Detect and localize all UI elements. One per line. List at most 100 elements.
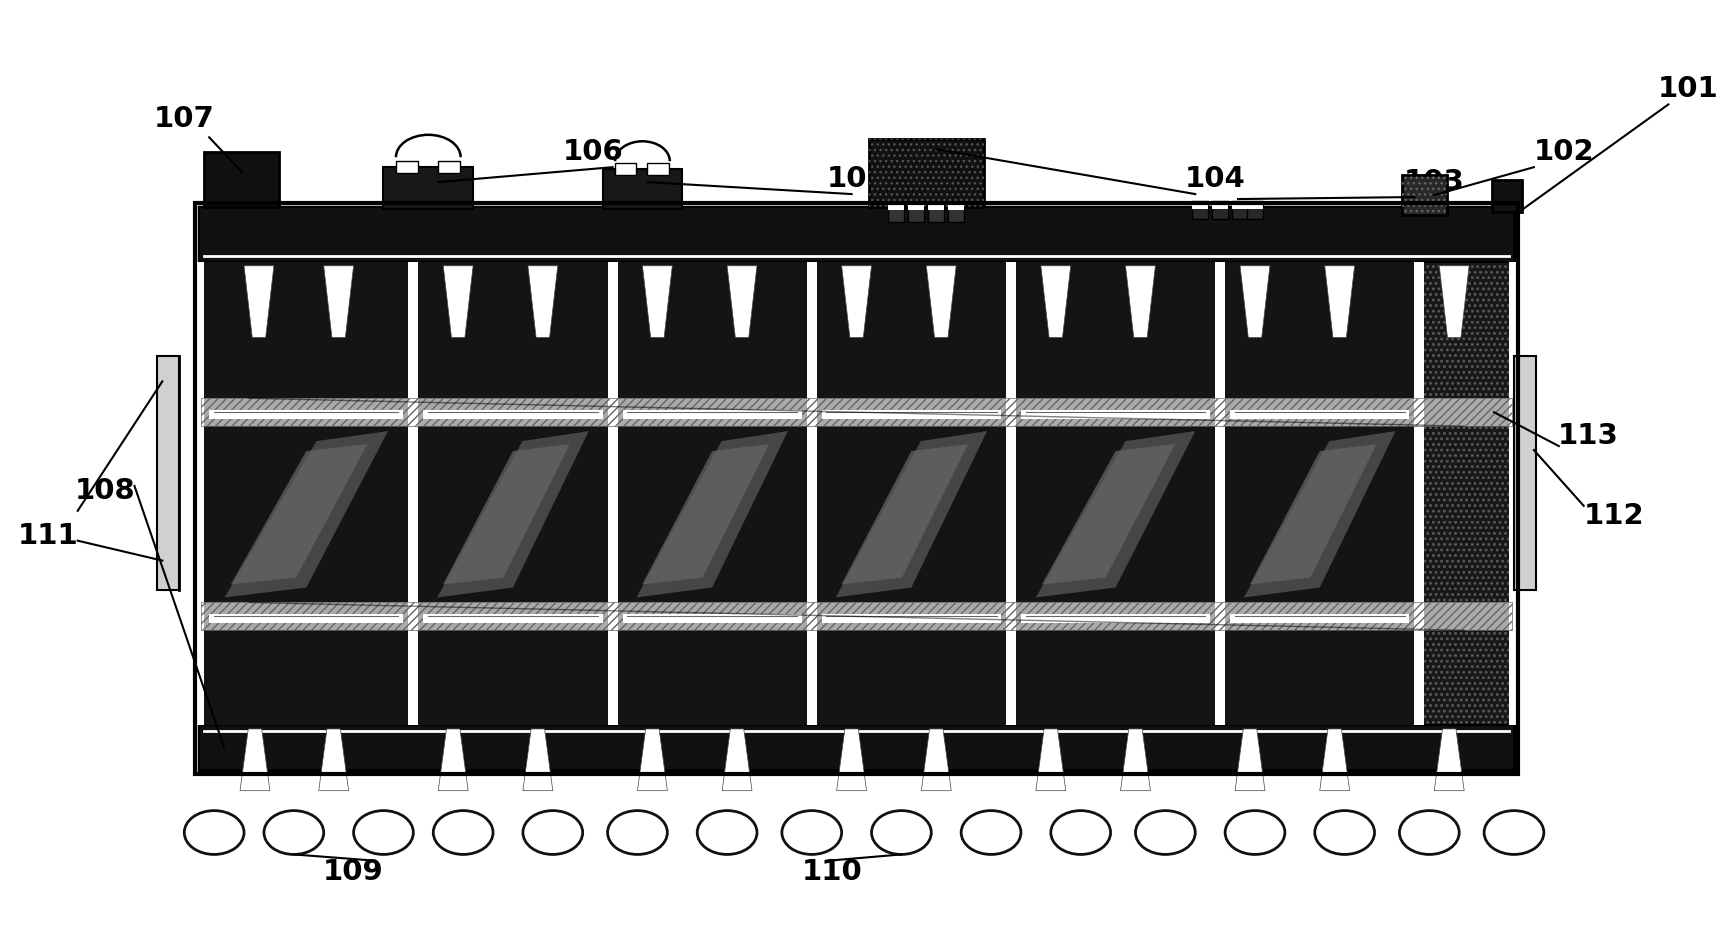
Bar [908, 204, 924, 222]
Bar [607, 262, 617, 725]
Polygon shape [841, 444, 968, 584]
Ellipse shape [433, 810, 494, 855]
Bar [210, 410, 404, 419]
Bar [196, 203, 1519, 774]
Polygon shape [636, 432, 788, 597]
Polygon shape [1244, 432, 1395, 597]
Polygon shape [638, 729, 667, 791]
Polygon shape [1324, 266, 1355, 337]
Polygon shape [642, 444, 769, 584]
Bar [396, 161, 418, 173]
Ellipse shape [1484, 810, 1545, 855]
Polygon shape [1240, 266, 1269, 337]
Text: 112: 112 [1582, 502, 1644, 530]
Ellipse shape [263, 810, 323, 855]
Ellipse shape [1135, 810, 1195, 855]
Bar [1514, 357, 1536, 591]
Text: 104: 104 [1185, 165, 1245, 194]
Polygon shape [1041, 266, 1072, 337]
Bar [205, 152, 279, 207]
Bar [869, 139, 984, 207]
Polygon shape [244, 266, 273, 337]
Text: 111: 111 [17, 521, 77, 550]
Bar [1402, 175, 1447, 215]
Polygon shape [836, 729, 867, 791]
Polygon shape [437, 432, 588, 597]
Bar [1491, 181, 1522, 212]
Bar [201, 398, 1512, 426]
Bar [210, 614, 404, 623]
Polygon shape [836, 432, 987, 597]
Bar [1230, 614, 1409, 623]
Bar [200, 207, 1514, 770]
Bar [201, 398, 1512, 426]
Bar [817, 262, 1006, 725]
Bar [1225, 262, 1414, 725]
Bar [1213, 203, 1228, 209]
Bar [439, 161, 461, 173]
Bar [200, 207, 1514, 770]
Bar [1508, 262, 1519, 725]
Ellipse shape [697, 810, 757, 855]
Polygon shape [225, 432, 389, 597]
Ellipse shape [184, 810, 244, 855]
Polygon shape [1235, 729, 1264, 791]
Bar [929, 204, 944, 222]
Bar [602, 169, 683, 209]
Polygon shape [841, 266, 872, 337]
Polygon shape [643, 266, 673, 337]
Bar [200, 207, 1514, 262]
Bar [614, 163, 636, 175]
Bar [1006, 262, 1017, 725]
Text: 109: 109 [323, 858, 384, 886]
Ellipse shape [1314, 810, 1374, 855]
Bar [1192, 201, 1207, 219]
Polygon shape [927, 266, 956, 337]
Bar [1230, 410, 1409, 419]
Bar [201, 603, 1512, 631]
Bar [807, 262, 817, 725]
Bar [929, 204, 944, 210]
Bar [623, 614, 802, 623]
Ellipse shape [354, 810, 413, 855]
Ellipse shape [607, 810, 667, 855]
Bar [194, 262, 205, 725]
Ellipse shape [523, 810, 583, 855]
Polygon shape [439, 729, 468, 791]
Polygon shape [1035, 432, 1195, 597]
Ellipse shape [1051, 810, 1111, 855]
Bar [205, 262, 408, 725]
Text: 103: 103 [1404, 169, 1465, 196]
Text: 105: 105 [826, 165, 888, 194]
Bar [617, 262, 807, 725]
Polygon shape [722, 729, 752, 791]
Polygon shape [922, 729, 951, 791]
Text: 102: 102 [1534, 138, 1594, 167]
Bar [157, 357, 179, 591]
Bar [1232, 203, 1249, 209]
Text: 113: 113 [1558, 422, 1619, 450]
Bar [948, 204, 965, 210]
Bar [1214, 262, 1225, 725]
Text: 108: 108 [74, 477, 134, 505]
Polygon shape [1250, 444, 1376, 584]
Polygon shape [1035, 729, 1066, 791]
Bar [423, 410, 602, 419]
Bar [1017, 262, 1214, 725]
Bar [1213, 201, 1228, 219]
Bar [1402, 175, 1447, 215]
Polygon shape [323, 266, 354, 337]
Bar [1247, 203, 1262, 209]
Polygon shape [444, 266, 473, 337]
Bar [201, 603, 1512, 631]
Polygon shape [318, 729, 349, 791]
Polygon shape [230, 444, 368, 584]
Bar [200, 725, 1514, 770]
Polygon shape [1440, 266, 1469, 337]
Text: 110: 110 [802, 858, 862, 886]
Bar [1192, 203, 1207, 209]
Polygon shape [1042, 444, 1175, 584]
Bar [869, 139, 984, 207]
Bar [1022, 614, 1211, 623]
Polygon shape [1319, 729, 1350, 791]
